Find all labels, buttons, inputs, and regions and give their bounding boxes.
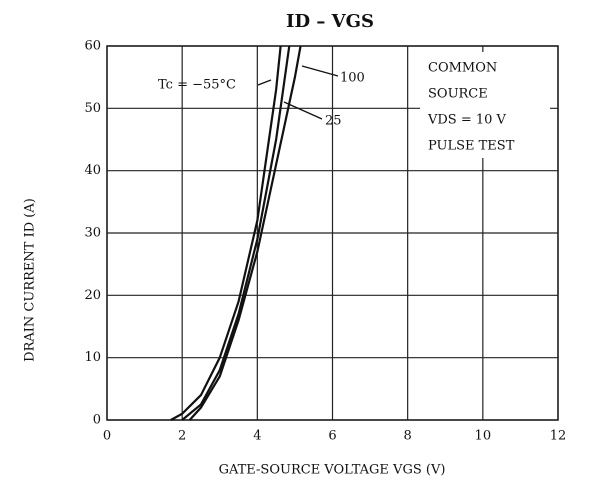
annotation-box: [420, 52, 550, 158]
x-tick-label: 8: [404, 429, 412, 444]
curve: [170, 45, 282, 421]
x-tick-label: 4: [253, 429, 261, 444]
curve-label: 100: [340, 71, 365, 86]
annotation: PULSE TEST: [428, 139, 515, 154]
curve: [188, 45, 302, 421]
y-tick-label: 40: [84, 163, 101, 178]
x-tick-label: 2: [178, 429, 186, 444]
chart-title: ID – VGS: [286, 11, 374, 32]
leader-line: [301, 65, 339, 77]
y-tick-label: 50: [84, 101, 101, 116]
leader-line: [257, 79, 272, 86]
x-tick-label: 10: [475, 429, 492, 444]
curve: [181, 45, 291, 421]
curve-label: Tc = −55°C: [158, 78, 236, 93]
y-tick-label: 30: [84, 226, 101, 241]
x-tick-label: 6: [328, 429, 336, 444]
y-tick-label: 0: [93, 413, 101, 428]
y-tick-label: 60: [84, 39, 101, 54]
x-axis-label: GATE-SOURCE VOLTAGE VGS (V): [219, 463, 446, 478]
annotation: COMMON: [428, 61, 497, 76]
y-axis-label: DRAIN CURRENT ID (A): [23, 198, 38, 362]
x-tick-label: 12: [550, 429, 567, 444]
curve-label: 25: [325, 114, 342, 129]
x-tick-label: 0: [103, 429, 111, 444]
leader-line: [283, 101, 323, 120]
annotation: SOURCE: [428, 87, 488, 102]
y-tick-label: 20: [84, 288, 101, 303]
y-tick-label: 10: [84, 350, 101, 365]
annotation: VDS = 10 V: [427, 113, 507, 128]
